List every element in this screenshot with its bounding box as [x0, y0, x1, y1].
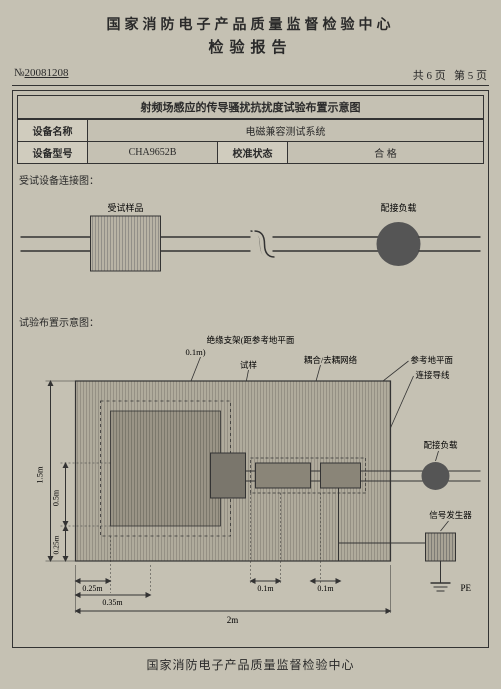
d2-dim-h-mid: 0.5m — [52, 489, 61, 506]
d1-sample-label: 受试样品 — [107, 202, 143, 213]
page-total-unit: 页 — [435, 70, 446, 82]
d2-dim-wtotal: 2m — [227, 615, 239, 625]
doc-no-value: 20081208 — [25, 67, 69, 79]
d2-insul-label: 绝缘支架(距参考地平面 — [207, 335, 295, 345]
spec-r1-val: 电磁兼容测试系统 — [88, 120, 484, 142]
page-total: 6 — [427, 70, 433, 82]
report-title: 检验报告 — [12, 36, 489, 57]
content-frame: 射频场感应的传导骚扰抗扰度试验布置示意图 设备名称 电磁兼容测试系统 设备型号 … — [12, 90, 489, 648]
page-cur-unit: 页 — [476, 70, 487, 82]
diagram-title: 射频场感应的传导骚扰抗扰度试验布置示意图 — [17, 95, 484, 119]
d2-siggen: 信号发生器 — [429, 510, 472, 520]
page-cur-label: 第 — [454, 70, 465, 82]
d2-refplane: 参考地平面 — [411, 355, 454, 365]
page-cur: 5 — [468, 70, 474, 82]
d2-sample: 试样 — [240, 360, 258, 370]
footer-org: 国家消防电子产品质量监督检验中心 — [12, 656, 489, 673]
d2-dim-wc2: 0.1m — [317, 584, 334, 593]
section2-label: 试验布置示意图： — [19, 314, 484, 329]
spec-r2-v1: CHA9652B — [88, 142, 218, 164]
page-total-label: 共 — [413, 70, 424, 82]
spec-r2-v2: 合 格 — [288, 142, 484, 164]
doc-number: №20081208 — [14, 67, 69, 83]
d2-dim-wc1: 0.1m — [257, 584, 274, 593]
d2-dim-wa: 0.25m — [82, 584, 103, 593]
d2-connwire: 连接导线 — [416, 370, 451, 380]
org-name: 国家消防电子产品质量监督检验中心 — [12, 14, 489, 34]
connection-diagram: 受试样品 配接负载 — [17, 191, 484, 301]
page-indicator: 共 6 页 第 5 页 — [413, 67, 487, 83]
layout-diagram: 绝缘支架(距参考地平面 0.1m) 试样 耦合/去耦网络 参考地平面 连接导线 — [17, 333, 484, 633]
d2-coupling: 耦合/去耦网络 — [304, 355, 358, 365]
spec-r2-k2: 校准状态 — [218, 142, 288, 164]
d2-dim-h-total: 1.5m — [35, 466, 45, 484]
d2-load: 配接负载 — [423, 440, 458, 450]
spec-r1-key: 设备名称 — [18, 120, 88, 142]
d2-dim-h-small: 0.25m — [52, 535, 61, 554]
d2-insul-dist: 0.1m) — [186, 347, 206, 357]
doc-no-prefix: № — [14, 67, 25, 79]
d1-load-label: 配接负载 — [380, 202, 416, 213]
d2-pe: PE — [461, 583, 472, 593]
spec-r2-key: 设备型号 — [18, 142, 88, 164]
section1-label: 受试设备连接图： — [19, 172, 484, 187]
spec-table: 设备名称 电磁兼容测试系统 设备型号 CHA9652B 校准状态 合 格 — [17, 119, 484, 164]
d2-dim-wb: 0.35m — [102, 598, 123, 607]
